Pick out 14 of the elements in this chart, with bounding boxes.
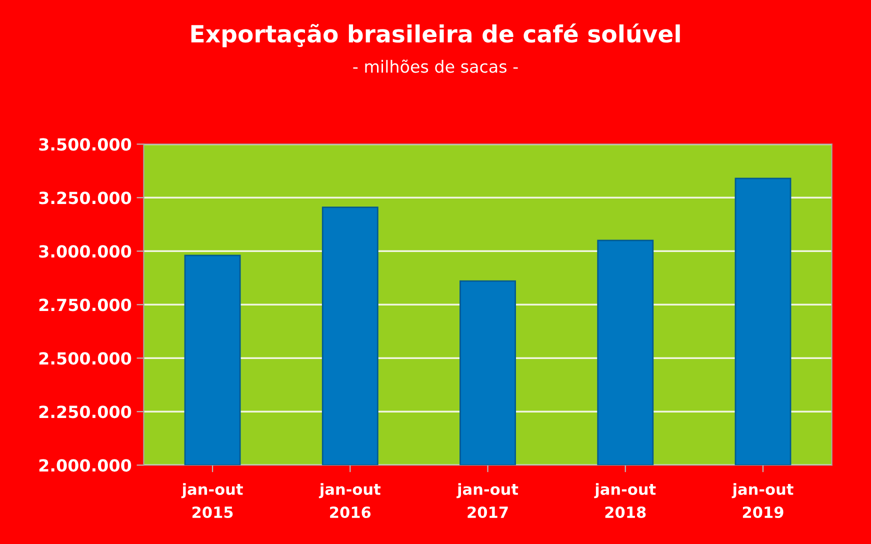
y-tick-label: 2.000.000 [39,459,132,472]
x-tick-label: jan-out 2015 [181,483,243,518]
x-tick-label: jan-out 2019 [732,483,794,518]
x-tick-label: jan-out 2016 [318,483,381,518]
y-tick-label: 3.500.000 [39,138,132,151]
y-tick-label: 2.250.000 [39,406,132,418]
y-tick-label: 2.750.000 [39,298,132,312]
y-tick-label: 3.250.000 [39,192,132,204]
x-tick-label: jan-out 2018 [594,483,656,518]
chart-title: Exportação brasileira de café solúvel [191,23,680,48]
y-tick-label: 3.000.000 [39,245,132,258]
chart-subtitle: - milhões de sacas - [353,60,518,73]
x-tick-label: jan-out 2017 [456,483,518,518]
y-tick-label: 2.500.000 [39,352,132,365]
